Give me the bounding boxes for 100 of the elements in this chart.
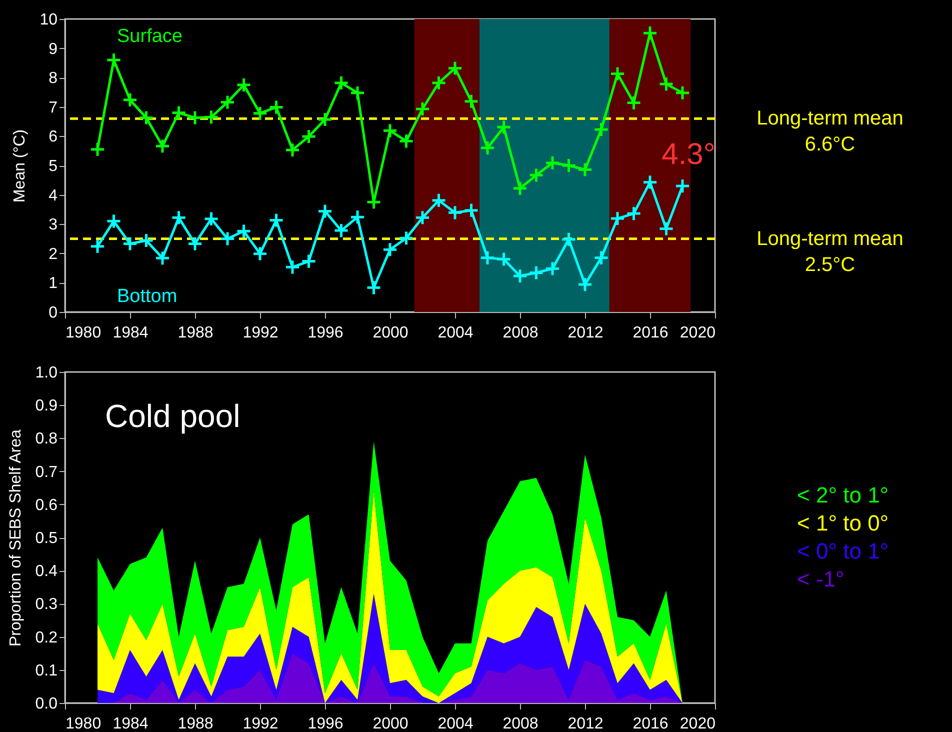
y-tick-label: 0.4 xyxy=(35,563,58,580)
point xyxy=(512,180,528,196)
point xyxy=(560,158,577,174)
x-tick-label: 1988 xyxy=(178,324,214,342)
y-tick-label: 2 xyxy=(48,246,58,263)
point xyxy=(610,66,626,82)
point xyxy=(382,122,398,138)
point xyxy=(674,85,690,101)
point xyxy=(593,122,610,138)
point xyxy=(236,77,252,93)
point xyxy=(528,264,544,281)
y-tick-label: 7 xyxy=(48,99,58,116)
point xyxy=(203,109,220,125)
point xyxy=(626,206,642,222)
x-tick-label: 1980 xyxy=(66,716,102,732)
point xyxy=(90,238,106,254)
y-tick-label: 1 xyxy=(48,275,58,292)
point xyxy=(187,110,203,126)
point xyxy=(220,94,236,110)
point xyxy=(187,236,203,252)
x-tick-label: 1984 xyxy=(112,716,148,732)
y-tick-label: 0.0 xyxy=(35,696,58,712)
point xyxy=(512,268,528,284)
ref-line-label: Long-term mean 6.6°C xyxy=(756,108,904,156)
point xyxy=(593,250,610,266)
x-tick-label: 2012 xyxy=(568,324,604,342)
point xyxy=(447,60,463,76)
x-tick-label: 1996 xyxy=(308,716,344,732)
point xyxy=(138,232,154,248)
point xyxy=(626,95,642,111)
point xyxy=(382,242,398,258)
y-tick-label: 4 xyxy=(48,187,58,204)
y-axis-title: Proportion of SEBS Shelf Area xyxy=(7,429,24,647)
x-tick-label: 2012 xyxy=(568,716,604,732)
y-tick-label: 0.5 xyxy=(35,530,58,547)
point xyxy=(300,128,317,144)
point xyxy=(203,211,220,227)
y-tick-label: 0 xyxy=(48,304,58,322)
series-label: Surface xyxy=(117,26,182,47)
point xyxy=(333,222,350,238)
x-tick-label: 1988 xyxy=(178,716,214,732)
x-tick-label: 2016 xyxy=(632,716,668,732)
x-tick-label: 2020 xyxy=(680,716,716,732)
point xyxy=(284,259,300,275)
point xyxy=(480,140,496,156)
x-tick-label: 1996 xyxy=(308,324,344,342)
point xyxy=(398,133,414,149)
point xyxy=(154,138,170,154)
y-tick-label: 0.6 xyxy=(35,496,58,514)
y-tick-label: 0.3 xyxy=(35,596,58,614)
point xyxy=(463,202,480,218)
point xyxy=(674,178,690,194)
point xyxy=(496,119,512,135)
y-tick-label: 0.2 xyxy=(35,629,58,646)
y-tick-label: 0.9 xyxy=(35,398,58,415)
y-tick-label: 10 xyxy=(40,12,58,28)
point xyxy=(430,75,447,91)
series-label: Bottom xyxy=(117,286,178,307)
point xyxy=(106,52,122,68)
ref-line-label: Long-term mean 2.5°C xyxy=(756,228,904,276)
point xyxy=(252,106,268,122)
y-tick-label: 0.8 xyxy=(35,430,58,448)
x-tick-label: 1992 xyxy=(242,324,278,342)
x-tick-label: 2000 xyxy=(372,716,408,732)
point xyxy=(544,260,560,276)
point xyxy=(398,230,414,246)
y-tick-label: 5 xyxy=(48,158,58,175)
x-tick-label: 2008 xyxy=(502,716,538,732)
point xyxy=(430,192,447,208)
point xyxy=(577,276,593,292)
point xyxy=(268,99,284,115)
x-tick-label: 2004 xyxy=(438,324,474,342)
point xyxy=(252,246,268,262)
point xyxy=(333,75,350,91)
point xyxy=(350,209,366,225)
y-tick-label: 0.1 xyxy=(35,662,58,680)
point xyxy=(236,223,252,239)
point xyxy=(658,221,674,237)
point xyxy=(122,92,138,108)
point xyxy=(138,110,154,126)
point xyxy=(414,210,430,226)
point xyxy=(154,250,170,266)
x-tick-label: 1992 xyxy=(242,716,278,732)
y-tick-label: 3 xyxy=(48,216,58,234)
x-tick-label: 2020 xyxy=(680,324,716,342)
point xyxy=(447,204,463,220)
x-tick-label: 1984 xyxy=(112,324,148,342)
point xyxy=(170,104,187,121)
point xyxy=(642,174,658,190)
y-tick-label: 9 xyxy=(48,40,58,58)
y-tick-label: 6 xyxy=(48,128,58,146)
y-tick-label: 8 xyxy=(48,70,58,88)
y-tick-label: 1.0 xyxy=(35,364,58,382)
point xyxy=(366,280,382,296)
point xyxy=(268,212,284,228)
point xyxy=(414,101,430,117)
point xyxy=(577,162,593,178)
x-tick-label: 2004 xyxy=(438,716,474,732)
point xyxy=(220,230,236,247)
point xyxy=(122,236,138,252)
